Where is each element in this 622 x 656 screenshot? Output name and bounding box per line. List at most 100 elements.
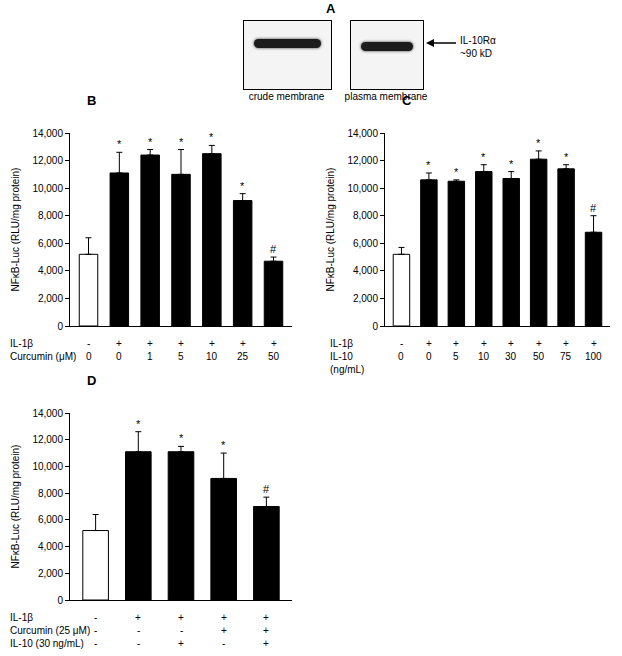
svg-text:50: 50 <box>268 351 280 362</box>
svg-text:IL-1β: IL-1β <box>10 338 33 349</box>
svg-text:+: + <box>591 338 597 349</box>
svg-text:IL-10(ng/mL): IL-10(ng/mL) <box>330 351 364 375</box>
svg-text:0: 0 <box>372 321 378 332</box>
svg-text:+: + <box>240 338 246 349</box>
svg-text:C: C <box>402 93 412 108</box>
svg-text:*: * <box>179 136 184 148</box>
svg-text:+: + <box>453 338 459 349</box>
svg-text:IL-1β: IL-1β <box>10 612 33 623</box>
svg-text:8,000: 8,000 <box>353 210 378 221</box>
svg-text:Curcumin (25 μM): Curcumin (25 μM) <box>10 625 90 636</box>
svg-text:*: * <box>454 166 459 178</box>
svg-text:50: 50 <box>533 351 545 362</box>
svg-text:*: * <box>426 159 431 171</box>
svg-text:+: + <box>263 638 269 649</box>
svg-text:10: 10 <box>478 351 490 362</box>
svg-text:-: - <box>94 625 97 636</box>
svg-text:-: - <box>94 638 97 649</box>
svg-text:2,000: 2,000 <box>353 293 378 304</box>
svg-text:+: + <box>209 338 215 349</box>
svg-text:*: * <box>221 439 226 451</box>
svg-text:#: # <box>263 483 270 495</box>
svg-text:+: + <box>135 612 141 623</box>
svg-text:*: * <box>148 136 153 148</box>
svg-text:14,000: 14,000 <box>347 128 378 139</box>
svg-text:8,000: 8,000 <box>38 210 63 221</box>
svg-text:4,000: 4,000 <box>38 265 63 276</box>
svg-text:-: - <box>87 338 90 349</box>
svg-text:+: + <box>178 338 184 349</box>
svg-text:+: + <box>147 338 153 349</box>
html-text:crude membrane: crude membrane <box>248 91 325 102</box>
svg-text:-: - <box>222 638 225 649</box>
svg-text:14,000: 14,000 <box>32 128 63 139</box>
svg-text:4,000: 4,000 <box>38 541 63 552</box>
svg-text:12,000: 12,000 <box>32 434 63 445</box>
svg-text:10: 10 <box>206 351 218 362</box>
svg-text:30: 30 <box>505 351 517 362</box>
svg-text:-: - <box>137 625 140 636</box>
svg-text:14,000: 14,000 <box>32 408 63 419</box>
svg-text:0: 0 <box>426 351 432 362</box>
svg-text:IL-1β: IL-1β <box>330 338 353 349</box>
svg-text:-: - <box>400 338 403 349</box>
svg-text:+: + <box>271 338 277 349</box>
svg-text:+: + <box>116 338 122 349</box>
svg-text:-: - <box>180 625 183 636</box>
svg-text:4,000: 4,000 <box>353 265 378 276</box>
svg-text:1: 1 <box>147 351 153 362</box>
svg-text:-: - <box>94 612 97 623</box>
svg-text:75: 75 <box>560 351 572 362</box>
svg-text:12,000: 12,000 <box>32 155 63 166</box>
svg-text:+: + <box>263 625 269 636</box>
svg-text:+: + <box>263 612 269 623</box>
svg-text:6,000: 6,000 <box>38 514 63 525</box>
svg-text:+: + <box>178 638 184 649</box>
svg-text:10,000: 10,000 <box>32 461 63 472</box>
svg-text:*: * <box>536 137 541 149</box>
svg-text:0: 0 <box>57 595 63 606</box>
svg-text:12,000: 12,000 <box>347 155 378 166</box>
svg-text:+: + <box>221 625 227 636</box>
svg-text:5: 5 <box>453 351 459 362</box>
svg-text:*: * <box>117 138 122 150</box>
svg-text:6,000: 6,000 <box>353 238 378 249</box>
svg-text:*: * <box>136 418 141 430</box>
svg-text:+: + <box>508 338 514 349</box>
svg-text:+: + <box>563 338 569 349</box>
svg-text:*: * <box>240 180 245 192</box>
svg-text:10,000: 10,000 <box>347 183 378 194</box>
svg-text:*: * <box>179 432 184 444</box>
svg-text:+: + <box>178 612 184 623</box>
svg-text:#: # <box>590 202 597 214</box>
svg-text:-: - <box>137 638 140 649</box>
svg-text:Curcumin (μM): Curcumin (μM) <box>10 351 76 362</box>
svg-text:#: # <box>270 243 277 255</box>
svg-text:25: 25 <box>237 351 249 362</box>
svg-text:0: 0 <box>116 351 122 362</box>
svg-text:2,000: 2,000 <box>38 293 63 304</box>
svg-text:100: 100 <box>585 351 602 362</box>
svg-text:*: * <box>564 151 569 163</box>
svg-text:5: 5 <box>178 351 184 362</box>
svg-text:0: 0 <box>398 351 404 362</box>
svg-text:IL-10 (30 ng/mL): IL-10 (30 ng/mL) <box>10 638 84 649</box>
svg-text:2,000: 2,000 <box>38 568 63 579</box>
svg-text:+: + <box>481 338 487 349</box>
svg-text:*: * <box>481 151 486 163</box>
svg-text:6,000: 6,000 <box>38 238 63 249</box>
svg-text:8,000: 8,000 <box>38 488 63 499</box>
svg-text:0: 0 <box>57 321 63 332</box>
svg-text:+: + <box>426 338 432 349</box>
svg-text:+: + <box>536 338 542 349</box>
svg-text:NFκB-Luc (RLU/mg protein): NFκB-Luc (RLU/mg protein) <box>325 168 336 292</box>
svg-text:+: + <box>221 612 227 623</box>
svg-text:10,000: 10,000 <box>32 183 63 194</box>
svg-text:*: * <box>509 158 514 170</box>
svg-text:NFκB-Luc (RLU/mg protein): NFκB-Luc (RLU/mg protein) <box>10 168 21 292</box>
svg-text:D: D <box>87 373 96 388</box>
svg-text:0: 0 <box>86 351 92 362</box>
svg-text:B: B <box>87 93 96 108</box>
svg-text:*: * <box>209 131 214 143</box>
svg-text:NFκB-Luc (RLU/mg protein): NFκB-Luc (RLU/mg protein) <box>10 445 21 569</box>
